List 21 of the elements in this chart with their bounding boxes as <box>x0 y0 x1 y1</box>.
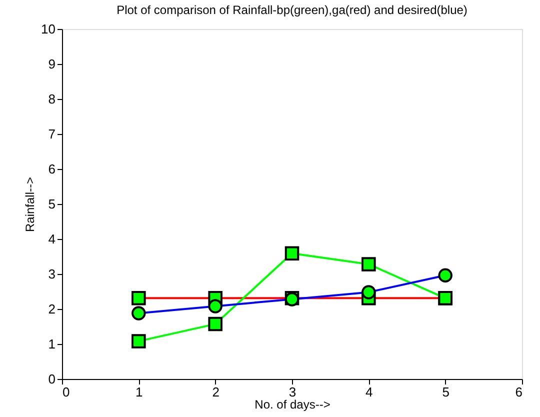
x-tick-label: 2 <box>212 384 220 400</box>
y-tick-label: 6 <box>48 162 56 176</box>
y-tick-label: 0 <box>48 372 56 386</box>
y-tick-label: 10 <box>41 22 56 36</box>
x-tick-label: 0 <box>62 384 70 400</box>
y-tick-label: 8 <box>48 92 56 106</box>
y-tick-label: 9 <box>48 56 56 72</box>
x-tick-label: 5 <box>442 384 450 400</box>
y-tick-label: 1 <box>48 336 56 352</box>
y-axis-title: Rainfall--> <box>23 176 38 232</box>
y-tick-label: 7 <box>48 126 56 142</box>
y-tick-label: 5 <box>48 196 56 212</box>
y-tick-label: 2 <box>48 302 56 316</box>
x-axis-title: No. of days--> <box>254 398 330 412</box>
y-tick-label: 4 <box>48 232 56 246</box>
x-tick-label: 3 <box>288 384 296 400</box>
x-tick-label: 4 <box>366 384 373 400</box>
chart-title: Plot of comparison of Rainfall-bp(green),ga(red) and desired(blue) <box>116 3 468 17</box>
y-tick-label: 3 <box>48 266 56 282</box>
x-tick-label: 1 <box>136 384 143 400</box>
x-tick-label: 6 <box>515 384 522 400</box>
